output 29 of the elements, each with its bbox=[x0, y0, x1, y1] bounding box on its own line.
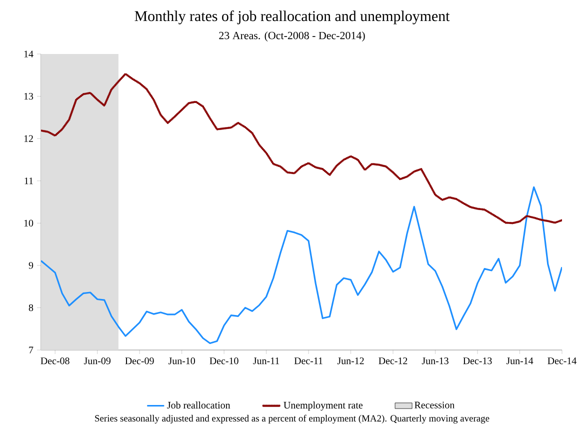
x-tick-label: Jun-13 bbox=[422, 358, 448, 364]
line-series bbox=[41, 186, 562, 344]
x-tick-label: Jun-14 bbox=[506, 358, 534, 364]
x-tick-label: Jun-11 bbox=[253, 358, 280, 364]
x-tick-label: Jun-12 bbox=[337, 358, 364, 364]
x-tick-label: Dec-11 bbox=[294, 358, 322, 364]
x-tick-label: Dec-12 bbox=[378, 358, 408, 364]
y-tick-label: 7 bbox=[29, 346, 34, 354]
legend-label: Job reallocation bbox=[167, 402, 230, 409]
y-tick-label: 13 bbox=[24, 92, 34, 100]
x-tick-label: Dec-13 bbox=[463, 358, 492, 364]
y-tick-label: 9 bbox=[28, 262, 34, 269]
y-tick-label: 8 bbox=[28, 304, 34, 312]
x-tick-label: Jun-09 bbox=[84, 358, 110, 364]
chart-title: Monthly rates of job reallocation and unemployment bbox=[134, 10, 450, 24]
chart-subtitle: 23 Areas. (Oct-2008 - Dec-2014) bbox=[219, 32, 365, 42]
y-tick-label: 12 bbox=[24, 135, 33, 142]
x-tick-label: Dec-10 bbox=[210, 358, 238, 364]
x-tick-label: Dec-09 bbox=[125, 358, 154, 364]
line-series bbox=[41, 72, 562, 224]
x-tick-label: Dec-08 bbox=[40, 358, 70, 364]
y-tick-label: 14 bbox=[24, 50, 34, 58]
text: Series seasonally adjusted and expressed as a percent of employment (MA2). Quarterly moving average bbox=[95, 414, 490, 424]
x-tick-label: Jun-10 bbox=[168, 358, 195, 364]
x-tick-label: Dec-14 bbox=[548, 358, 577, 364]
legend-label: Recession bbox=[414, 402, 455, 408]
y-tick-label: 10 bbox=[24, 220, 34, 226]
legend-label: Unemployment rate bbox=[284, 402, 363, 411]
y-tick-label: 11 bbox=[24, 178, 33, 184]
